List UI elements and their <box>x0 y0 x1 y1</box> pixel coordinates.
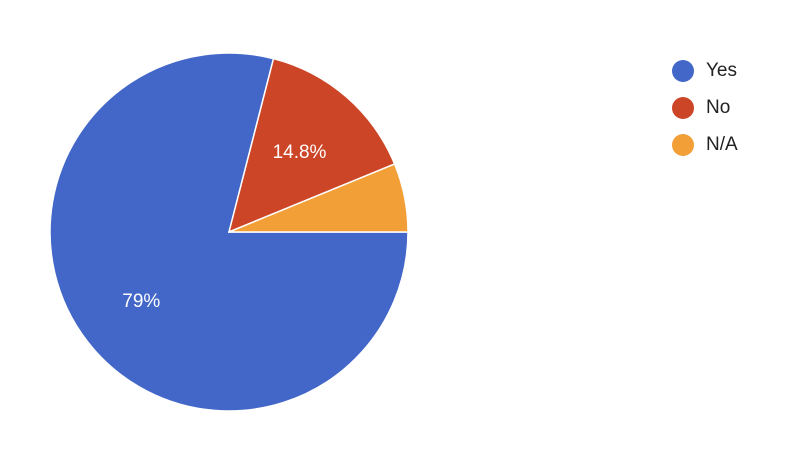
data-label-no: 14.8% <box>273 142 327 163</box>
legend-label-na: N/A <box>706 133 738 155</box>
pie-slice-na[interactable] <box>228 163 409 233</box>
legend-item-no[interactable]: No <box>672 89 738 126</box>
pie-slice-yes[interactable] <box>49 52 409 412</box>
legend-item-yes[interactable]: Yes <box>672 52 738 89</box>
pie-slice-no[interactable] <box>227 57 396 234</box>
legend-label-yes: Yes <box>706 59 737 81</box>
legend-item-na[interactable]: N/A <box>672 126 738 163</box>
legend-swatch-na <box>672 133 694 156</box>
data-label-yes: 79% <box>122 291 160 312</box>
legend-swatch-yes <box>672 59 694 82</box>
legend: Yes No N/A <box>672 52 738 163</box>
legend-swatch-no <box>672 96 694 119</box>
legend-label-no: No <box>706 96 731 118</box>
